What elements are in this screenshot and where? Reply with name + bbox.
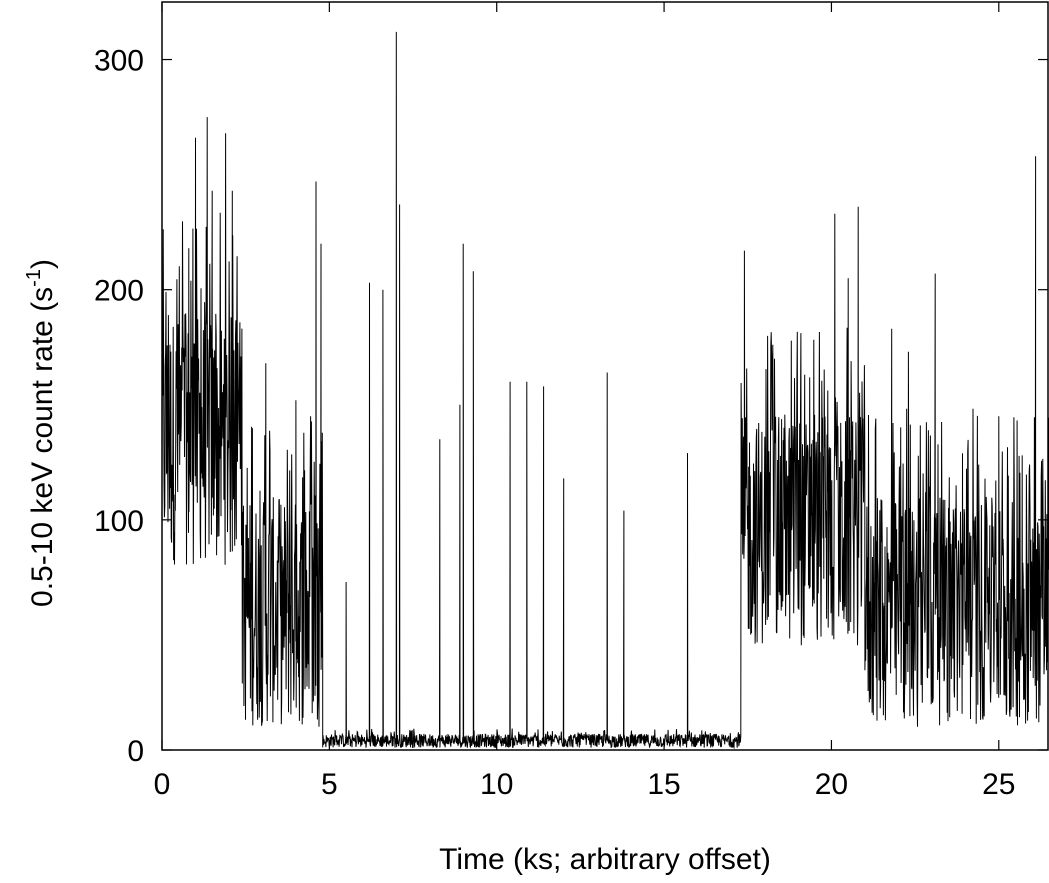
x-tick-label: 0 <box>154 768 171 801</box>
y-tick-label: 300 <box>94 45 144 78</box>
x-tick-label: 5 <box>321 768 338 801</box>
y-tick-label: 100 <box>94 505 144 538</box>
x-tick-label: 10 <box>480 768 513 801</box>
y-axis-label-close: ) <box>26 259 59 269</box>
y-tick-label: 200 <box>94 275 144 308</box>
x-tick-label: 15 <box>647 768 680 801</box>
x-tick-label: 25 <box>982 768 1015 801</box>
series-line <box>161 31 1049 750</box>
y-axis-label: 0.5-10 keV count rate (s-1) <box>23 259 59 607</box>
axis-ticks <box>161 2 1048 751</box>
count-rate-series <box>161 31 1049 750</box>
y-tick-label: 0 <box>127 735 144 768</box>
x-tick-label: 20 <box>815 768 848 801</box>
x-axis-label: Time (ks; arbitrary offset) <box>439 843 771 876</box>
tick-labels: 0 5 10 15 20 25 0 100 200 300 <box>94 45 1016 801</box>
y-axis-label-main: 0.5-10 keV count rate (s <box>26 287 59 607</box>
y-axis-label-exponent: -1 <box>23 269 45 287</box>
